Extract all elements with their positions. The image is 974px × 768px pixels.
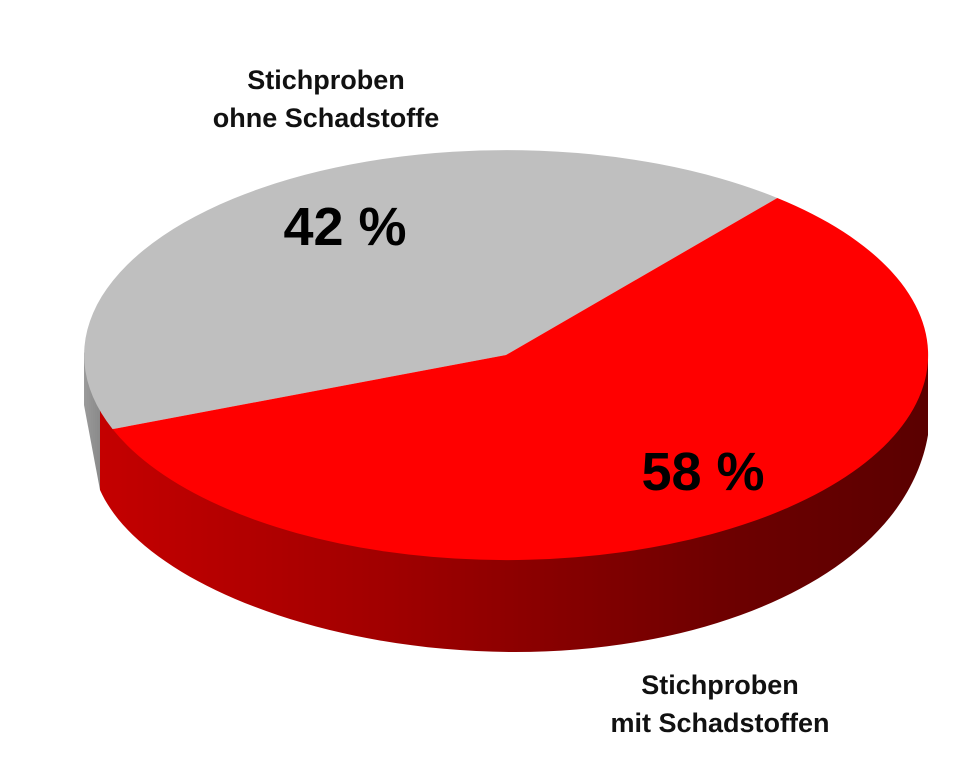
pie-side-grey	[84, 352, 100, 490]
category-label-grey: Stichproben ohne Schadstoffe	[176, 61, 476, 137]
pie-top	[84, 150, 929, 561]
pie-side-red	[100, 350, 928, 652]
category-label-red-line2: mit Schadstoffen	[610, 708, 830, 738]
category-label-grey-line1: Stichproben	[247, 65, 405, 95]
value-label-grey: 42 %	[283, 197, 406, 257]
category-label-red-line1: Stichproben	[641, 670, 799, 700]
value-label-red: 58 %	[641, 442, 764, 502]
pie-slice-grey	[84, 150, 778, 430]
category-label-grey-line2: ohne Schadstoffe	[212, 103, 440, 133]
category-label-red: Stichproben mit Schadstoffen	[570, 666, 870, 742]
pie-slice-red	[112, 198, 929, 561]
